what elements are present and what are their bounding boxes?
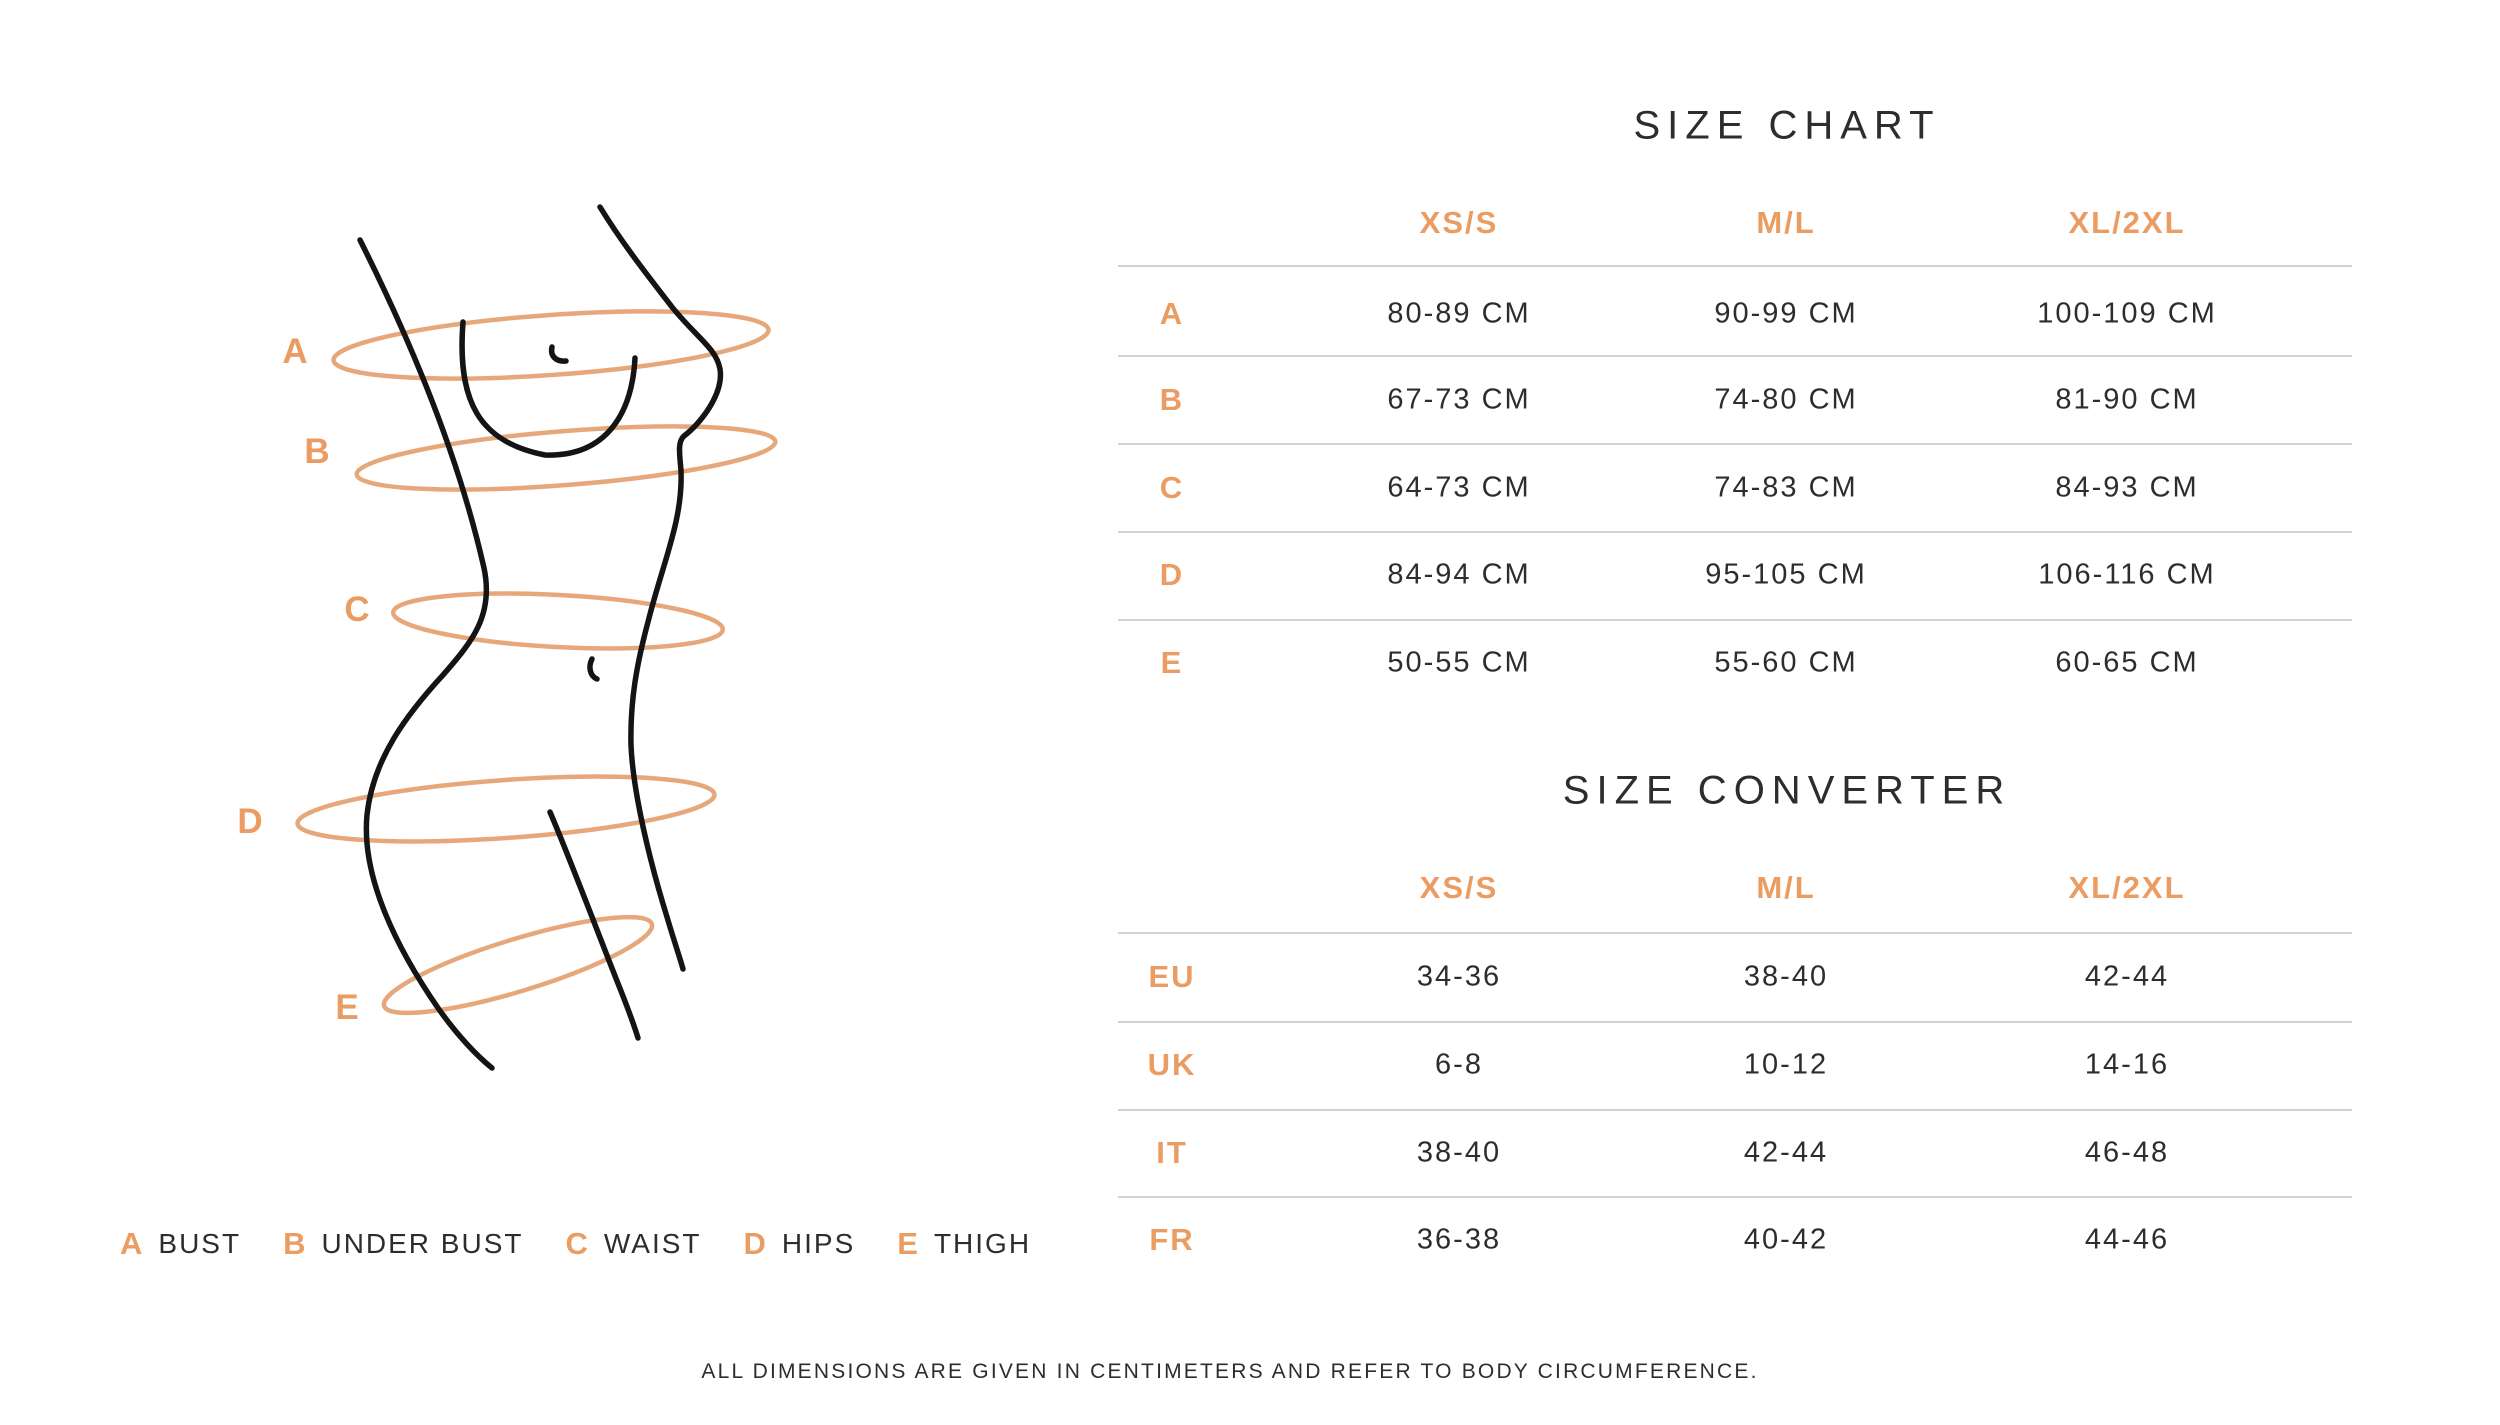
legend-label-bust: BUST: [158, 1228, 242, 1259]
size-chart-row-label-d: D: [1159, 557, 1185, 592]
size-converter-cell: 42-44: [2084, 960, 2170, 993]
size-chart-cell: 90-99 CM: [1714, 297, 1858, 330]
size-chart-column-ml: M/L: [1756, 205, 1816, 240]
size-chart-cell: 74-80 CM: [1714, 383, 1858, 416]
legend-label-under-bust: UNDER BUST: [321, 1228, 524, 1259]
size-chart-cell: 84-93 CM: [2055, 471, 2199, 504]
ring-d-hips: [295, 774, 717, 844]
size-converter-row-label-fr: FR: [1149, 1222, 1195, 1257]
size-converter-cell: 40-42: [1743, 1223, 1829, 1256]
size-chart-cell: 64-73 CM: [1387, 471, 1531, 504]
size-converter-cell: 34-36: [1416, 960, 1502, 993]
size-converter-row-label-uk: UK: [1147, 1047, 1197, 1082]
size-chart-cell: 60-65 CM: [2055, 646, 2199, 679]
size-converter-title: SIZE CONVERTER: [1562, 768, 2012, 813]
figure-label-b: B: [304, 432, 330, 471]
ring-a-bust: [331, 309, 771, 381]
size-chart-column-xss: XS/S: [1419, 205, 1499, 240]
legend-key-b: B: [283, 1226, 306, 1261]
body-outline: [357, 204, 724, 1071]
figure-label-a: A: [282, 332, 308, 371]
size-converter-cell: 46-48: [2084, 1136, 2170, 1169]
legend-item-waist: C WAIST: [565, 1226, 701, 1262]
legend-item-under-bust: B UNDER BUST: [283, 1226, 523, 1262]
row-divider: [1118, 1109, 2352, 1111]
figure-label-d: D: [237, 802, 263, 841]
navel-mark: [587, 656, 600, 682]
size-converter-cell: 36-38: [1416, 1223, 1502, 1256]
body-figure-illustration: [295, 204, 778, 1071]
size-chart-row-label-b: B: [1159, 382, 1185, 417]
size-converter-row-label-eu: EU: [1148, 959, 1196, 994]
size-converter-cell: 6-8: [1435, 1048, 1483, 1081]
figure-label-c: C: [344, 590, 370, 629]
size-chart-cell: 100-109 CM: [2037, 297, 2217, 330]
size-converter-column-xss: XS/S: [1419, 870, 1499, 905]
size-chart-cell: 55-60 CM: [1714, 646, 1858, 679]
size-chart-row-label-a: A: [1159, 296, 1185, 331]
breast-curve: [459, 319, 638, 458]
size-converter-cell: 38-40: [1743, 960, 1829, 993]
size-chart-cell: 67-73 CM: [1387, 383, 1531, 416]
dimensions-footnote: ALL DIMENSIONS ARE GIVEN IN CENTIMETERS …: [701, 1360, 1759, 1383]
size-converter-cell: 14-16: [2084, 1048, 2170, 1081]
size-converter-cell: 10-12: [1743, 1048, 1829, 1081]
row-divider: [1118, 265, 2352, 267]
ring-e-thigh: [381, 914, 655, 1016]
legend-label-thigh: THIGH: [933, 1228, 1032, 1259]
measurement-rings: [295, 309, 778, 1016]
legend-key-a: A: [120, 1226, 143, 1261]
ring-b-under-bust: [354, 424, 778, 492]
size-chart-column-xl2xl: XL/2XL: [2068, 205, 2186, 240]
size-converter-column-xl2xl: XL/2XL: [2068, 870, 2186, 905]
size-converter-cell: 38-40: [1416, 1136, 1502, 1169]
row-divider: [1118, 443, 2352, 445]
row-divider: [1118, 932, 2352, 934]
size-chart-cell: 106-116 CM: [2038, 558, 2216, 591]
size-chart-cell: 84-94 CM: [1387, 558, 1531, 591]
size-chart-cell: 50-55 CM: [1387, 646, 1531, 679]
size-chart-row-label-c: C: [1159, 470, 1185, 505]
legend-label-waist: WAIST: [603, 1228, 702, 1259]
legend-key-c: C: [565, 1226, 588, 1261]
ring-c-waist: [390, 591, 726, 651]
size-chart-title: SIZE CHART: [1633, 103, 1941, 148]
legend-label-hips: HIPS: [781, 1228, 856, 1259]
row-divider: [1118, 531, 2352, 533]
size-converter-row-label-it: IT: [1156, 1135, 1188, 1170]
size-converter-cell: 42-44: [1743, 1136, 1829, 1169]
nipple-mark: [548, 344, 569, 364]
figure-label-e: E: [335, 988, 359, 1027]
legend-item-bust: A BUST: [120, 1226, 241, 1262]
size-chart-cell: 81-90 CM: [2055, 383, 2199, 416]
size-chart-cell: 95-105 CM: [1705, 558, 1867, 591]
legend-key-d: D: [743, 1226, 766, 1261]
row-divider: [1118, 1196, 2352, 1198]
size-converter-cell: 44-46: [2084, 1223, 2170, 1256]
size-chart-cell: 74-83 CM: [1714, 471, 1858, 504]
legend-item-hips: D HIPS: [744, 1226, 856, 1262]
size-converter-column-ml: M/L: [1756, 870, 1816, 905]
legend-item-thigh: E THIGH: [897, 1226, 1031, 1262]
thigh-crease-line: [547, 809, 641, 1041]
legend-key-e: E: [897, 1226, 918, 1261]
row-divider: [1118, 355, 2352, 357]
body-outline-right: [597, 204, 724, 972]
row-divider: [1118, 619, 2352, 621]
row-divider: [1118, 1021, 2352, 1023]
body-outline-left: [357, 237, 495, 1071]
measurement-legend: A BUST B UNDER BUST C WAIST D HIPS E THI…: [120, 1222, 1031, 1266]
size-chart-cell: 80-89 CM: [1387, 297, 1531, 330]
size-chart-row-label-e: E: [1160, 645, 1184, 680]
